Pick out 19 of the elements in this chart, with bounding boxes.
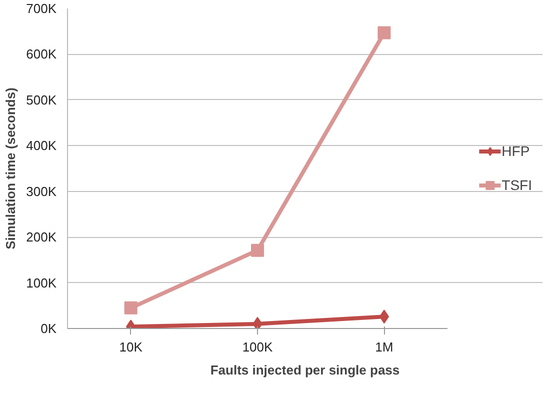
y-tick-label: 0K <box>40 321 57 336</box>
y-tick-label: 300K <box>26 184 57 199</box>
point <box>252 316 262 328</box>
legend-label: TSFI <box>502 177 532 193</box>
point <box>251 244 264 257</box>
legend-label: HFP <box>502 143 530 159</box>
y-tick-label: 500K <box>26 92 57 108</box>
x-tick-label: 100K <box>242 340 274 354</box>
x-axis-title: Faults injected per single pass <box>210 362 400 378</box>
y-tick-label: 600K <box>26 46 57 62</box>
y-tick-label: 400K <box>26 138 57 154</box>
y-tick-label: 100K <box>26 275 57 290</box>
x-tick-label: 1M <box>375 340 394 354</box>
point <box>378 26 391 40</box>
y-axis-title: Simulation time (seconds) <box>3 88 18 250</box>
x-tick-label: 10K <box>119 340 143 354</box>
y-tick-label: 200K <box>26 230 57 245</box>
point <box>124 301 138 314</box>
y-tick-label: 700K <box>26 1 57 16</box>
